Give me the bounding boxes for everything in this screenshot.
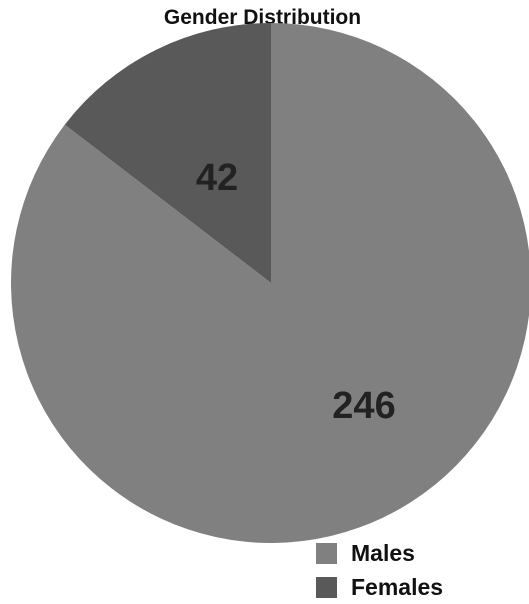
legend-swatch-females bbox=[316, 576, 337, 598]
legend-swatch-males bbox=[316, 542, 337, 564]
pie-slice-females bbox=[64, 23, 271, 283]
data-label-females: 42 bbox=[196, 157, 238, 199]
chart-title: Gender Distribution bbox=[163, 6, 362, 29]
legend: Males Females bbox=[316, 536, 443, 604]
legend-label-females: Females bbox=[351, 573, 444, 600]
legend-label-males: Males bbox=[351, 539, 415, 566]
legend-item-males: Males bbox=[316, 536, 443, 570]
legend-item-females: Females bbox=[316, 570, 443, 604]
data-label-males: 246 bbox=[332, 385, 395, 427]
pie-slice-males bbox=[11, 23, 529, 543]
